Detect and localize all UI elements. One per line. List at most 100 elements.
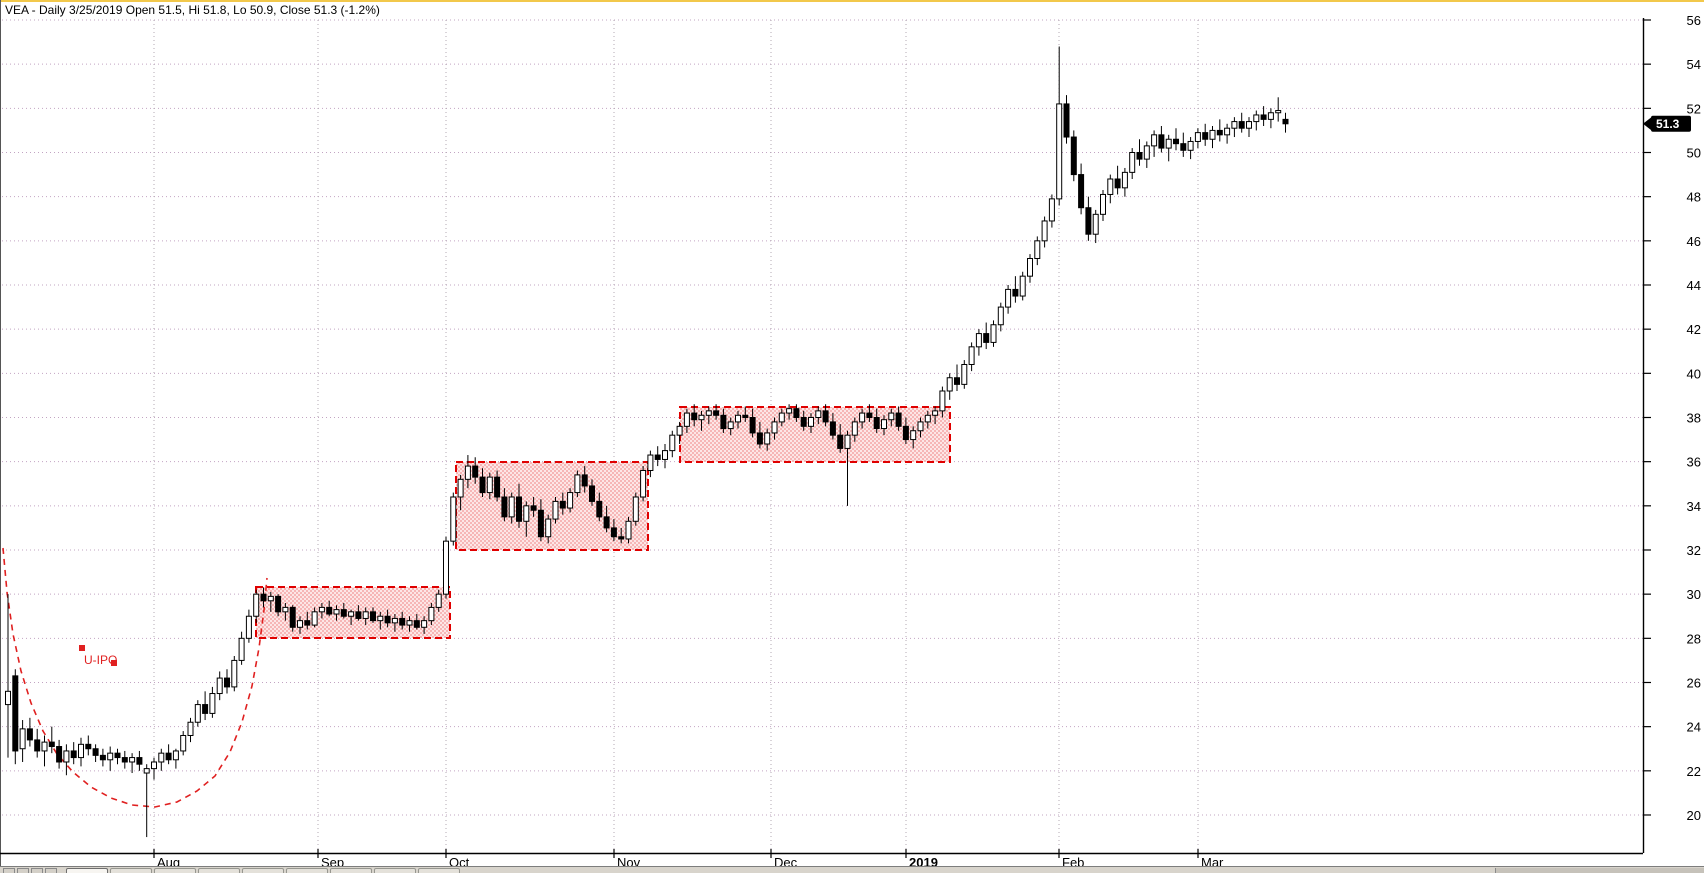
y-axis-label: 32	[1687, 543, 1701, 558]
candle-up	[786, 408, 793, 414]
candle-up	[348, 611, 355, 617]
candle-up	[253, 593, 260, 617]
candle-down	[1012, 288, 1019, 297]
sheet-tab[interactable]	[154, 868, 196, 873]
candle-down	[275, 595, 282, 613]
candle-up	[632, 496, 639, 522]
tab-nav-button[interactable]	[45, 868, 57, 873]
last-price-tag-value: 51.3	[1656, 117, 1680, 131]
candle-up	[910, 430, 917, 441]
candle-up	[63, 750, 70, 763]
candle-up	[267, 595, 274, 602]
candle-up	[1275, 110, 1282, 114]
sheet-tab[interactable]	[66, 868, 108, 873]
candle-down	[370, 611, 376, 622]
candle-up	[151, 761, 157, 770]
candle-up	[158, 752, 165, 763]
candle-down	[1173, 138, 1179, 145]
candle-up	[1034, 240, 1041, 259]
candle-up	[1253, 114, 1260, 123]
candle-up	[1143, 145, 1150, 160]
candle-up	[545, 518, 552, 538]
candle-down	[121, 757, 128, 763]
candle-up	[362, 611, 369, 619]
candle-down	[749, 416, 756, 434]
tab-bar-scrollbar[interactable]	[1495, 868, 1704, 873]
annotation-marker	[111, 660, 117, 666]
candle-up	[676, 425, 683, 436]
candle-up	[946, 377, 953, 392]
y-axis-label: 50	[1687, 145, 1701, 160]
candle-down	[114, 752, 121, 759]
sheet-tab[interactable]	[418, 868, 460, 873]
candle-down	[202, 704, 209, 714]
candle-down	[1158, 134, 1165, 149]
candle-up	[1151, 134, 1158, 147]
candle-down	[1063, 103, 1070, 138]
candle-up	[377, 615, 384, 622]
candle-up	[1100, 193, 1106, 215]
candle-up	[640, 469, 647, 498]
candle-up	[1187, 140, 1194, 151]
annotation-marker	[79, 645, 85, 651]
tab-nav-button[interactable]	[31, 868, 43, 873]
candle-down	[56, 746, 63, 763]
candle-up	[888, 412, 895, 421]
candle-up	[968, 346, 975, 365]
tab-nav-button[interactable]	[3, 868, 15, 873]
sheet-tab[interactable]	[286, 868, 328, 873]
candle-down	[610, 527, 617, 538]
candle-down	[224, 677, 230, 688]
candle-down	[70, 750, 77, 759]
candle-down	[1216, 129, 1223, 136]
candle-up	[5, 690, 11, 706]
sheet-tab[interactable]	[330, 868, 372, 873]
candle-down	[1136, 151, 1143, 160]
sheet-tab[interactable]	[242, 868, 284, 873]
axes: 56545250484644424038363432302826242220Au…	[0, 13, 1701, 870]
candle-up	[1246, 121, 1252, 129]
sheet-tab[interactable]	[374, 868, 416, 873]
candle-down	[136, 757, 143, 765]
candle-up	[552, 500, 559, 520]
candle-down	[355, 611, 362, 619]
y-axis-label: 48	[1687, 190, 1701, 205]
candle-up	[1165, 138, 1172, 149]
candle-up	[1092, 213, 1099, 235]
candle-up	[143, 768, 150, 774]
y-axis-label: 42	[1687, 322, 1701, 337]
candle-down	[1085, 207, 1092, 235]
candle-down	[326, 606, 333, 615]
y-axis-label: 44	[1687, 278, 1701, 293]
candle-up	[129, 757, 136, 763]
candle-down	[340, 609, 347, 617]
candle-down	[494, 476, 501, 498]
candle-up	[209, 693, 216, 714]
candle-down	[85, 743, 92, 750]
candle-up	[282, 606, 289, 613]
candle-up	[997, 306, 1004, 326]
tab-nav-button[interactable]	[17, 868, 29, 873]
candle-down	[530, 505, 537, 511]
sheet-tab[interactable]	[198, 868, 240, 873]
chart-left-border	[0, 0, 1, 866]
candle-down	[829, 421, 836, 436]
candle-down	[289, 606, 296, 628]
candle-up	[844, 434, 851, 449]
candle-down	[873, 416, 880, 430]
candle-up	[1267, 112, 1274, 120]
candle-down	[800, 416, 807, 427]
candle-up	[1209, 129, 1216, 140]
candle-up	[333, 609, 340, 615]
candle-down	[1260, 114, 1267, 120]
candle-down	[1238, 121, 1245, 129]
candle-up	[917, 421, 924, 432]
candle-up	[1107, 178, 1114, 195]
candle-up	[727, 421, 734, 430]
candle-up	[771, 421, 778, 434]
candle-up	[486, 476, 493, 494]
candle-down	[895, 412, 902, 427]
sheet-tab[interactable]	[110, 868, 152, 873]
